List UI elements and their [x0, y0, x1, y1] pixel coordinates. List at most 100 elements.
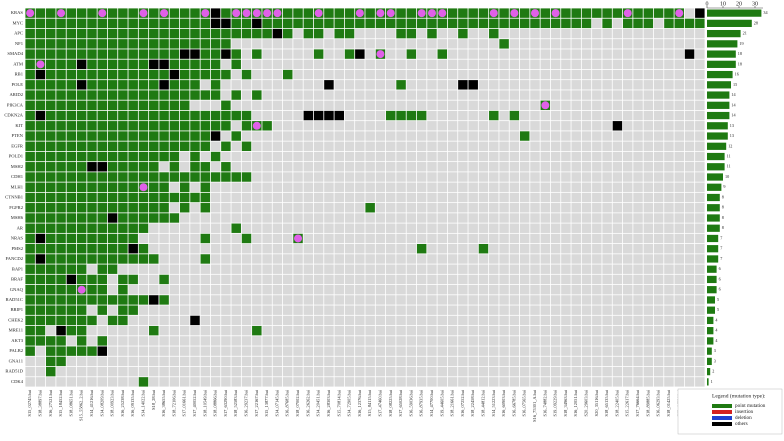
empty-cell — [293, 162, 303, 172]
empty-cell — [695, 172, 705, 182]
mutation-cell — [138, 213, 149, 223]
empty-cell — [561, 254, 571, 264]
mutation-cell — [56, 59, 66, 70]
empty-cell — [674, 49, 684, 59]
empty-cell — [272, 243, 283, 254]
empty-cell — [118, 366, 128, 377]
empty-cell — [458, 356, 468, 367]
bar-value-label: 19 — [739, 41, 743, 46]
empty-cell — [633, 295, 643, 305]
mutation-cell — [46, 223, 56, 233]
empty-cell — [355, 377, 365, 387]
empty-cell — [427, 121, 437, 131]
mutation-cell — [190, 110, 200, 121]
empty-cell — [458, 377, 468, 387]
empty-cell — [633, 223, 643, 233]
empty-cell — [561, 223, 571, 233]
empty-cell — [282, 233, 293, 244]
empty-cell — [581, 377, 592, 387]
empty-cell — [468, 336, 478, 346]
empty-cell — [581, 59, 592, 70]
empty-cell — [437, 254, 448, 264]
empty-cell — [602, 203, 612, 213]
empty-cell — [272, 151, 283, 162]
empty-cell — [427, 80, 437, 90]
empty-cell — [355, 254, 365, 264]
empty-cell — [344, 100, 355, 111]
empty-cell — [519, 162, 530, 172]
empty-cell — [46, 325, 56, 336]
empty-cell — [25, 356, 35, 367]
gene-label: MSH2 — [11, 164, 24, 169]
empty-cell — [571, 49, 581, 59]
mutation-cell — [35, 110, 46, 121]
empty-cell — [107, 366, 118, 377]
empty-cell — [313, 315, 324, 326]
empty-cell — [406, 366, 417, 377]
mutation-cell — [262, 18, 272, 29]
mutation-cell — [313, 49, 324, 59]
empty-cell — [386, 356, 396, 367]
empty-cell — [221, 243, 231, 254]
mutation-cell — [56, 90, 66, 100]
empty-cell — [499, 203, 509, 213]
mutation-cell — [25, 162, 35, 172]
empty-cell — [252, 366, 262, 377]
empty-cell — [396, 39, 406, 49]
mutation-cell — [200, 110, 211, 121]
empty-cell — [643, 213, 654, 223]
mutation-cell — [107, 233, 118, 244]
empty-cell — [272, 305, 283, 315]
mutation-cell — [138, 295, 149, 305]
empty-cell — [592, 203, 602, 213]
empty-cell — [653, 284, 664, 295]
empty-cell — [674, 100, 684, 111]
mutation-cell — [76, 346, 87, 356]
empty-cell — [437, 366, 448, 377]
mutation-cell — [355, 18, 365, 29]
mutation-cell — [221, 110, 231, 121]
mutation-cell — [282, 28, 293, 39]
empty-cell — [427, 131, 437, 141]
mutation-cell — [35, 151, 46, 162]
empty-cell — [643, 59, 654, 70]
empty-cell — [210, 223, 221, 233]
bar-value-label: 4 — [715, 317, 718, 322]
empty-cell — [468, 182, 478, 192]
mutation-cell — [87, 213, 97, 223]
empty-cell — [540, 110, 551, 121]
empty-cell — [499, 356, 509, 367]
empty-cell — [561, 336, 571, 346]
empty-cell — [468, 356, 478, 367]
empty-cell — [324, 336, 334, 346]
mutation-cell — [76, 192, 87, 203]
empty-cell — [489, 356, 499, 367]
gene-label: EGFR — [11, 143, 24, 148]
empty-cell — [313, 377, 324, 387]
empty-cell — [581, 192, 592, 203]
mutation-cell — [561, 8, 571, 18]
empty-cell — [427, 233, 437, 244]
empty-cell — [272, 39, 283, 49]
empty-cell — [561, 131, 571, 141]
empty-cell — [241, 182, 252, 192]
sample-label: S18_22405.bai — [614, 389, 619, 416]
empty-cell — [458, 182, 468, 192]
empty-cell — [612, 100, 623, 111]
mutation-cell — [169, 18, 180, 29]
empty-cell — [293, 69, 303, 80]
empty-cell — [375, 336, 386, 346]
mutation-cell — [499, 8, 509, 18]
empty-cell — [293, 377, 303, 387]
empty-cell — [509, 100, 520, 111]
mutation-cell — [56, 336, 66, 346]
empty-cell — [561, 59, 571, 70]
mutation-cell — [684, 49, 695, 59]
empty-cell — [633, 100, 643, 111]
hotspot-dot — [273, 9, 282, 18]
empty-cell — [530, 80, 540, 90]
empty-cell — [324, 131, 334, 141]
empty-cell — [231, 325, 241, 336]
mutation-cell — [35, 121, 46, 131]
empty-cell — [179, 315, 190, 326]
